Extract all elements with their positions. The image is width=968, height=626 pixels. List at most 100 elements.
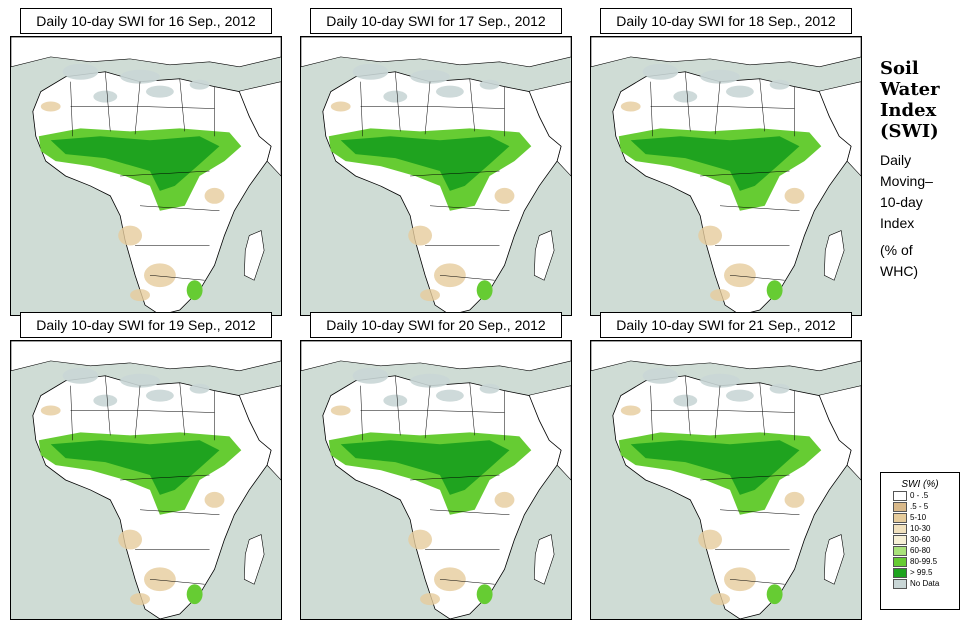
side-subtitle-line: Moving– [880, 173, 933, 189]
no-data-area [769, 79, 790, 90]
no-data-area [726, 85, 754, 98]
no-data-area [673, 394, 698, 407]
dry-area [130, 289, 150, 302]
madagascar [823, 230, 845, 281]
dry-area [420, 593, 440, 606]
legend-swatch [893, 501, 907, 512]
country-border [430, 509, 510, 515]
no-data-area [769, 383, 790, 394]
country-border [469, 382, 475, 436]
no-data-area [410, 373, 450, 388]
southeast-wet-area [476, 280, 493, 301]
africa-map [10, 36, 282, 316]
country-border [105, 71, 111, 132]
legend-item: 30-60 [893, 534, 959, 545]
country-border [469, 78, 475, 132]
southeast-wet-area [476, 584, 493, 605]
country-border [714, 81, 721, 135]
dry-area [710, 593, 730, 606]
country-border [720, 410, 795, 413]
legend-label: 5-10 [910, 513, 927, 522]
europe-landmass [301, 341, 571, 372]
saturated-area [340, 136, 510, 191]
map-panel-2: Daily 10-day SWI for 17 Sep., 2012 [300, 8, 572, 316]
no-data-area [189, 79, 210, 90]
side-title-line: (SWI) [880, 121, 939, 142]
country-border [134, 385, 141, 439]
dry-area [144, 263, 176, 288]
africa-map [590, 36, 862, 316]
country-border [714, 385, 721, 439]
side-title: Soil Water Index (SWI) [880, 58, 940, 142]
country-border [439, 275, 495, 281]
country-border [720, 106, 795, 109]
no-data-area [700, 69, 740, 84]
legend-label: 60-80 [910, 546, 931, 555]
country-border [70, 385, 73, 441]
no-data-area [436, 389, 464, 402]
legend-swatch [893, 490, 907, 501]
panel-title: Daily 10-day SWI for 20 Sep., 2012 [310, 312, 562, 338]
country-border [700, 474, 790, 481]
no-data-area [93, 394, 118, 407]
legend-label: No Data [910, 579, 940, 588]
no-data-area [410, 69, 450, 84]
dry-area [784, 491, 805, 508]
dry-area [408, 225, 433, 246]
no-data-area [146, 389, 174, 402]
country-border [685, 375, 691, 436]
side-unit-line: WHC) [880, 263, 919, 279]
panel-title: Daily 10-day SWI for 17 Sep., 2012 [310, 8, 562, 34]
africa-map [300, 340, 572, 620]
country-border [179, 78, 185, 132]
legend-item: .5 - 5 [893, 501, 959, 512]
country-border [120, 170, 210, 177]
country-border [685, 71, 691, 132]
legend-swatch [893, 556, 907, 567]
legend-swatch [893, 578, 907, 589]
europe-landmass [11, 341, 281, 372]
legend: SWI (%) 0 - .5 .5 - 5 5-10 10-30 30-60 60-80 8… [880, 472, 960, 610]
country-border [720, 205, 800, 211]
dry-area [408, 529, 433, 550]
country-border [149, 275, 205, 281]
no-data-area [352, 63, 389, 80]
dry-area [710, 289, 730, 302]
no-data-area [479, 79, 500, 90]
country-border [424, 385, 431, 439]
country-border [140, 106, 215, 109]
no-data-area [62, 367, 99, 384]
side-subtitle-line: 10-day [880, 194, 923, 210]
side-unit: (% of WHC) [880, 240, 918, 282]
dry-area [698, 225, 723, 246]
country-border [360, 385, 363, 441]
no-data-area [700, 373, 740, 388]
dry-area [698, 529, 723, 550]
legend-item: 5-10 [893, 512, 959, 523]
legend-item: No Data [893, 578, 959, 589]
legend-swatch [893, 567, 907, 578]
no-data-area [189, 383, 210, 394]
legend-item: 80-99.5 [893, 556, 959, 567]
southeast-wet-area [766, 280, 783, 301]
country-border [395, 71, 401, 132]
dry-area [434, 263, 466, 288]
africa-map [300, 36, 572, 316]
country-border [395, 375, 401, 436]
southeast-wet-area [186, 584, 203, 605]
legend-item: > 99.5 [893, 567, 959, 578]
no-data-area [120, 69, 160, 84]
no-data-area [673, 90, 698, 103]
country-border [424, 81, 431, 135]
legend-swatch [893, 523, 907, 534]
panel-title: Daily 10-day SWI for 21 Sep., 2012 [600, 312, 852, 338]
southeast-wet-area [186, 280, 203, 301]
country-border [360, 81, 363, 137]
dry-area [724, 263, 756, 288]
side-subtitle: Daily Moving– 10-day Index [880, 150, 933, 234]
europe-landmass [11, 37, 281, 68]
country-border [759, 382, 765, 436]
country-border [430, 205, 510, 211]
map-panel-3: Daily 10-day SWI for 18 Sep., 2012 [590, 8, 862, 316]
country-border [430, 410, 505, 413]
